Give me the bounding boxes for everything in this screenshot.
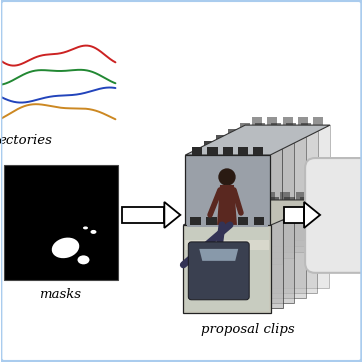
FancyBboxPatch shape [305,158,362,273]
Polygon shape [218,210,306,298]
Polygon shape [257,202,267,210]
Polygon shape [247,135,257,143]
Polygon shape [217,185,237,225]
Polygon shape [243,129,253,137]
Polygon shape [185,240,269,250]
Polygon shape [221,137,306,252]
Polygon shape [222,217,232,225]
Polygon shape [187,157,268,268]
Polygon shape [301,123,311,131]
Polygon shape [199,249,238,261]
Polygon shape [284,197,295,205]
Polygon shape [274,129,284,137]
Text: proposal clips: proposal clips [201,323,295,336]
Polygon shape [250,141,260,149]
Polygon shape [237,197,247,205]
Polygon shape [229,207,240,215]
Polygon shape [185,155,270,270]
Polygon shape [286,123,296,131]
Polygon shape [228,129,238,137]
Polygon shape [265,141,275,149]
Ellipse shape [77,255,89,264]
Polygon shape [190,217,201,225]
Polygon shape [300,197,311,205]
Polygon shape [218,212,228,220]
Polygon shape [235,141,245,149]
Polygon shape [202,212,212,220]
Polygon shape [233,212,244,220]
Polygon shape [164,202,180,228]
Polygon shape [214,207,224,215]
Text: ectories: ectories [0,134,52,147]
Polygon shape [223,147,233,155]
Polygon shape [231,135,241,143]
Polygon shape [192,147,202,155]
Polygon shape [298,117,308,125]
Polygon shape [245,207,256,215]
Polygon shape [288,202,299,210]
Polygon shape [264,192,275,200]
Polygon shape [267,117,277,125]
Polygon shape [183,200,329,225]
Polygon shape [185,125,330,155]
Polygon shape [270,123,281,131]
Polygon shape [265,212,276,220]
Polygon shape [313,117,323,125]
Polygon shape [273,202,283,210]
Polygon shape [122,207,164,223]
Polygon shape [311,192,322,200]
Ellipse shape [90,230,96,234]
FancyBboxPatch shape [188,242,249,300]
Polygon shape [254,217,264,225]
Polygon shape [238,217,248,225]
Polygon shape [238,147,248,155]
Polygon shape [253,147,264,155]
Polygon shape [233,131,318,246]
Polygon shape [296,192,306,200]
Polygon shape [183,225,271,313]
Polygon shape [258,129,269,137]
Polygon shape [284,207,304,223]
Polygon shape [230,205,317,293]
Circle shape [219,169,235,185]
Polygon shape [289,129,299,137]
Polygon shape [262,135,272,143]
Polygon shape [206,217,217,225]
Polygon shape [280,192,290,200]
Polygon shape [207,147,218,155]
Polygon shape [209,143,294,258]
Polygon shape [268,197,279,205]
Polygon shape [204,141,214,149]
Polygon shape [240,123,250,131]
Polygon shape [277,135,287,143]
Polygon shape [249,212,260,220]
Polygon shape [219,141,230,149]
Polygon shape [185,227,269,311]
Polygon shape [304,202,320,228]
Polygon shape [248,192,259,200]
Polygon shape [241,202,252,210]
Ellipse shape [52,237,79,258]
Polygon shape [195,220,283,308]
Polygon shape [245,125,330,240]
Polygon shape [197,149,282,264]
Polygon shape [255,123,265,131]
Polygon shape [216,135,226,143]
Ellipse shape [83,226,88,230]
Polygon shape [261,207,272,215]
Polygon shape [206,215,294,303]
Polygon shape [241,200,329,288]
Polygon shape [225,202,236,210]
Polygon shape [282,117,293,125]
Polygon shape [252,197,263,205]
Polygon shape [277,207,287,215]
Text: masks: masks [39,288,81,301]
Polygon shape [4,165,118,280]
Polygon shape [252,117,262,125]
